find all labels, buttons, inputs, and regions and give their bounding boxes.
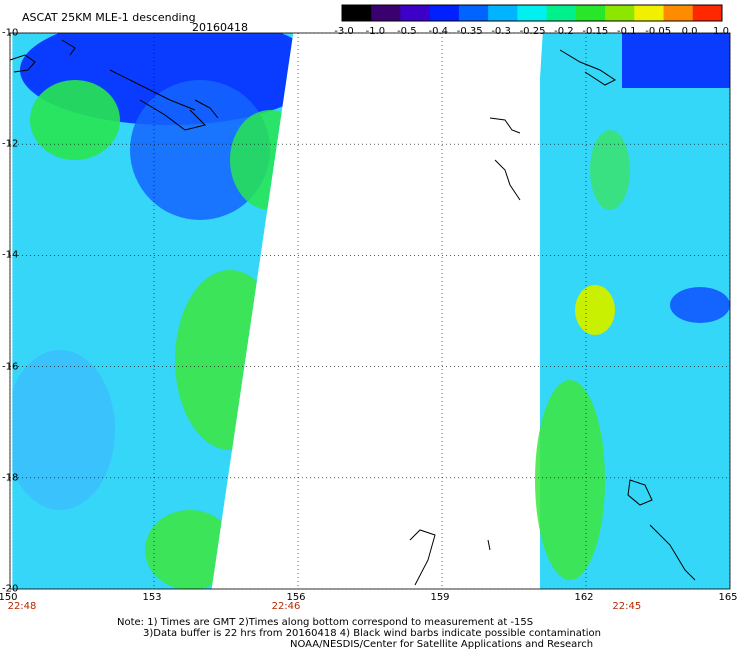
y-tick-label: -20 xyxy=(2,583,19,595)
colorbar-label: -0.3 xyxy=(491,26,511,37)
colorbar-label: -0.05 xyxy=(645,26,672,37)
coastlines xyxy=(9,39,696,586)
colorbar-label: 1.0 xyxy=(713,26,729,37)
colorbar-segment xyxy=(371,5,401,21)
x-tick-label: 153 xyxy=(142,592,162,603)
colorbar-segment xyxy=(634,5,665,21)
colorbar-segment xyxy=(546,5,577,21)
x-tick-label: 156 xyxy=(286,592,306,603)
colorbar-segment xyxy=(692,5,723,21)
y-tick-label: -10 xyxy=(2,27,19,39)
colorbar xyxy=(341,4,723,22)
colorbar-segment xyxy=(429,5,460,21)
colorbar-segment xyxy=(488,5,518,21)
x-tick-label: 165 xyxy=(718,592,738,603)
colorbar-segment xyxy=(400,5,431,21)
colorbar-segment xyxy=(342,5,372,21)
colorbar-segment xyxy=(605,5,635,21)
swath-right xyxy=(535,33,730,589)
x-tick-label: 162 xyxy=(574,592,594,603)
colorbar-label: -0.1 xyxy=(616,26,637,37)
colorbar-label: -1.0 xyxy=(365,26,386,37)
pass-time-label: 22:45 xyxy=(612,601,642,612)
x-tick-label: 159 xyxy=(430,592,450,603)
colorbar-segment xyxy=(458,5,489,21)
colorbar-label: -0.2 xyxy=(554,26,574,37)
y-tick-label: -18 xyxy=(2,472,19,484)
plot-frame xyxy=(9,32,731,590)
colorbar-label: -0.5 xyxy=(397,26,417,37)
swath-left xyxy=(12,33,294,589)
colorbar-label: -0.35 xyxy=(456,26,483,37)
x-tick-label: 150 xyxy=(0,592,18,603)
note-line-1: Note: 1) Times are GMT 2)Times along bot… xyxy=(117,617,534,628)
colorbar-segment xyxy=(517,5,548,21)
colorbar-frame xyxy=(341,4,723,22)
chart-title: ASCAT 25KM MLE-1 descending xyxy=(22,11,196,24)
colorbar-label: -0.4 xyxy=(428,26,449,37)
pass-time-label: 22:48 xyxy=(7,601,37,612)
colorbar-label: -0.25 xyxy=(519,26,546,37)
note-line-2: 3)Data buffer is 22 hrs from 20160418 4)… xyxy=(143,628,601,639)
colorbar-segment xyxy=(575,5,606,21)
y-tick-label: -14 xyxy=(2,249,19,261)
colorbar-segment xyxy=(663,5,694,21)
y-tick-label: -12 xyxy=(2,138,19,150)
y-tick-label: -16 xyxy=(2,361,19,373)
colorbar-label: -0.15 xyxy=(582,26,609,37)
chart-date: 20160418 xyxy=(192,21,248,34)
colorbar-label: 0.0 xyxy=(681,26,698,37)
colorbar-label: -3.0 xyxy=(334,26,354,37)
note-line-3: NOAA/NESDIS/Center for Satellite Applica… xyxy=(290,639,594,650)
pass-time-label: 22:46 xyxy=(271,601,301,612)
